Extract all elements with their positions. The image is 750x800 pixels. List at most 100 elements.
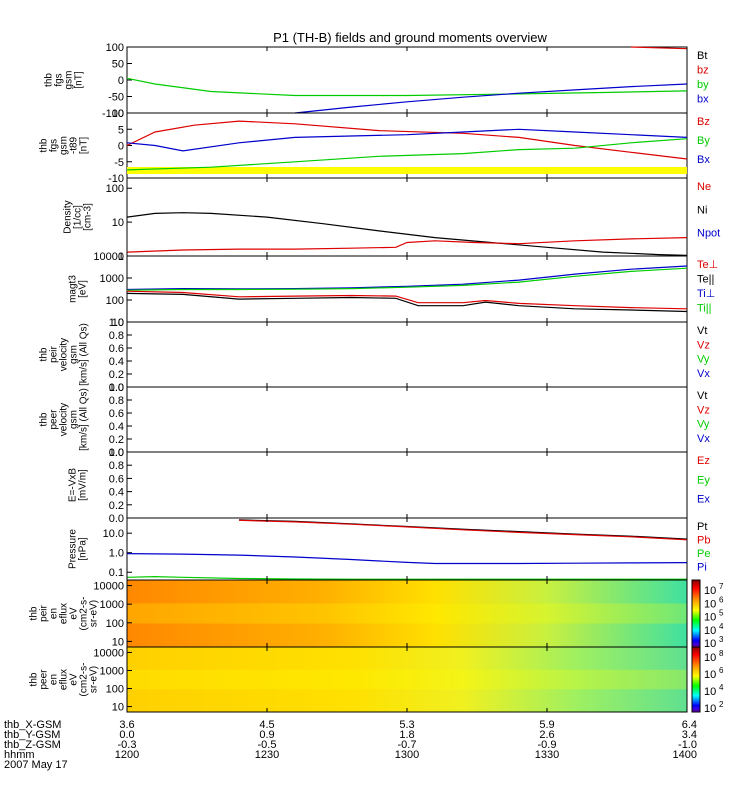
y-label-line: [eV] (78, 280, 89, 298)
y-label-line: thb (39, 138, 50, 152)
y-tick-label: 0.8 (109, 330, 124, 342)
y-tick-label: 0.6 (109, 408, 124, 420)
y-label-line: sr-eV) (89, 666, 100, 693)
y-tick-label: 10 (112, 702, 124, 714)
panel-frame (126, 451, 688, 519)
y-tick-label: 0.2 (109, 369, 124, 381)
series-Bz (126, 120, 688, 160)
y-tick-label: 0 (118, 75, 124, 87)
y-tick-label: 1 (118, 251, 124, 263)
series-Ti|| (126, 267, 688, 291)
y-label-line: gsm (59, 136, 70, 155)
legend-Te||: Te|| (697, 274, 714, 286)
colorbar-exponent: 4 (719, 683, 724, 692)
y-tick-label: -5 (114, 157, 124, 169)
y-tick-label: -50 (108, 92, 124, 104)
panel-frame (126, 177, 688, 257)
y-tick-label: 0.0 (109, 447, 124, 459)
heatmap-band (127, 669, 687, 690)
y-label-line: (cm2-s- (79, 597, 90, 631)
y-label-line: gsm (64, 71, 75, 90)
y-tick-label: 0.6 (109, 343, 124, 355)
y-tick-label: 10 (112, 636, 124, 648)
legend-Vy: Vy (697, 419, 710, 431)
y-tick-label: 1.0 (109, 548, 124, 560)
y-tick-label: 0.0 (109, 382, 124, 394)
ephemeris-value: 6.4 (682, 719, 697, 731)
y-label-line: thb (29, 672, 40, 686)
colorbar-rect (691, 579, 701, 648)
heatmap-peir_en_eflux (127, 580, 687, 647)
series-Bx (126, 128, 688, 152)
y-label-line: [km/s] (All Qs) (79, 388, 90, 451)
colorbars: 10 710 610 510 410 310 810 610 410 2 (691, 579, 724, 715)
colorbar-exponent: 5 (719, 609, 724, 618)
y-tick-label: 1.0 (109, 447, 124, 459)
legend-Ti||: Ti|| (697, 303, 711, 315)
colorbar-label: 10 (704, 652, 716, 664)
y-tick-label: 10 (112, 317, 124, 329)
y-tick-label: 5 (118, 124, 124, 136)
y-label-line: [nT] (79, 137, 90, 154)
colorbar-exponent: 6 (719, 666, 724, 675)
y-tick-label: 0.0 (109, 513, 124, 525)
colorbar-label: 10 (704, 585, 716, 597)
figure-title: P1 (TH-B) fields and ground moments over… (273, 30, 547, 45)
ephemeris-value: 1400 (673, 749, 697, 761)
ephemeris-value: 4.5 (259, 719, 274, 731)
legend-Pi: Pi (697, 562, 707, 574)
ephemeris-value: -0.5 (258, 739, 277, 751)
y-tick-label: 1000 (100, 273, 124, 285)
ephemeris-value: 3.6 (119, 719, 134, 731)
y-label-line: eV (69, 607, 80, 620)
y-tick-label: 0.4 (109, 421, 124, 433)
series-Ti⊥ (126, 265, 688, 291)
ephemeris-value: 0.9 (259, 729, 274, 741)
y-label-line: magt3 (68, 275, 79, 303)
y-tick-label: 100 (106, 42, 124, 54)
y-label-line: peer (49, 409, 60, 430)
panel-peir_en_eflux: 10000 1000 100 10 thb peir en eflux eV (cm2-s-sr-… (29, 579, 688, 648)
ephemeris-value: 1.8 (399, 729, 414, 741)
series-Te|| (126, 292, 688, 313)
y-label-line: -t89 (69, 136, 80, 154)
colorbar-exponent: 4 (719, 622, 724, 631)
y-label-line: peir (49, 345, 60, 362)
y-tick-label: 100 (106, 295, 124, 307)
colorbar-exponent: 3 (719, 635, 724, 644)
ephemeris-row-label: thb_X-GSM (4, 719, 61, 731)
legend-Ex: Ex (697, 494, 710, 506)
y-tick-label: 0.1 (109, 567, 124, 579)
legend-Vt: Vt (697, 390, 707, 402)
colorbar-exponent: 7 (719, 582, 724, 591)
y-tick-label: 0.4 (109, 487, 124, 499)
y-label-line: eflux (59, 603, 70, 624)
y-label-line: eV (69, 673, 80, 686)
legend-Npot: Npot (697, 228, 720, 240)
ephemeris-value: -1.0 (678, 739, 697, 751)
y-label-line: Density (63, 200, 74, 233)
ephemeris-row-label: thb_Y-GSM (4, 729, 60, 741)
legend-Vx: Vx (697, 368, 710, 380)
y-label-line: thb (29, 606, 40, 620)
y-label-line: peir (39, 604, 50, 621)
status-bar (127, 167, 687, 174)
legend-By: By (697, 135, 710, 147)
heatmap-band (127, 603, 687, 624)
legend-Bz: Bz (697, 116, 710, 128)
legend-Vz: Vz (697, 404, 710, 416)
y-tick-label: 10.0 (103, 528, 124, 540)
panel-density: 100 10 1 Density [1/cc] [cm-3] Ne Ni Npot (63, 177, 720, 263)
y-label-line: (cm2-s- (79, 663, 90, 697)
legend-Ti⊥: Ti⊥ (697, 288, 715, 300)
series-Ne (126, 237, 688, 253)
legend-Vz: Vz (697, 339, 710, 351)
y-tick-label: 1.0 (109, 382, 124, 394)
ephemeris-value: 2.6 (539, 729, 554, 741)
legend-Ni: Ni (697, 204, 707, 216)
